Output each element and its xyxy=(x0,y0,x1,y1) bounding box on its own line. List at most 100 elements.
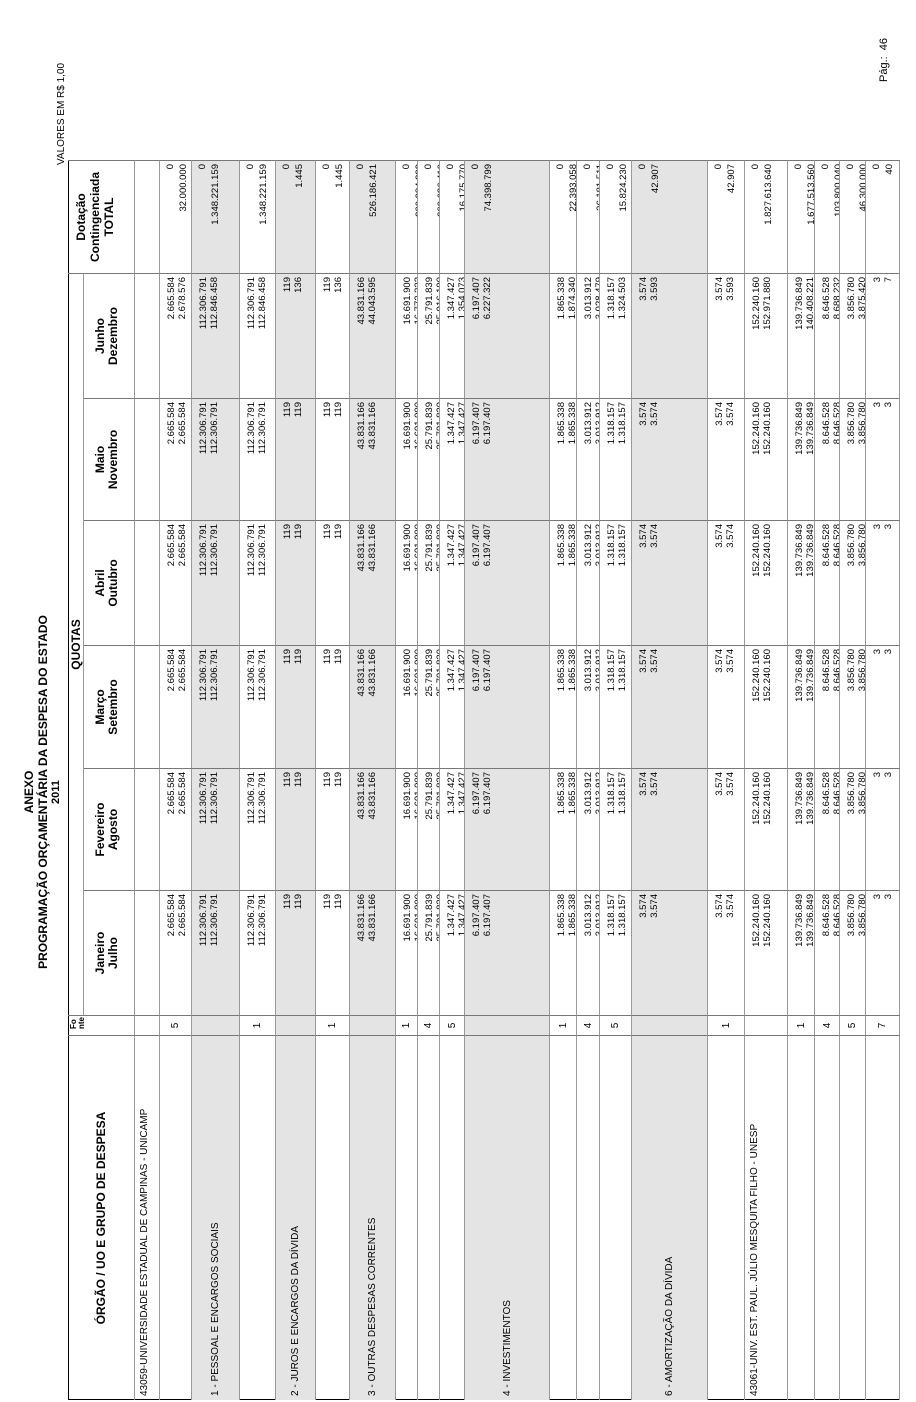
fonte-cell xyxy=(350,1015,396,1035)
quota-second: 1.347.427 xyxy=(457,649,465,692)
dotacao: 0 xyxy=(321,164,332,170)
quota-first: 3.013.912 xyxy=(583,524,594,567)
total: 42.907 xyxy=(650,164,661,194)
quota-first: 3.574 xyxy=(638,277,649,301)
quota-second: 136 xyxy=(293,277,304,293)
quota-second: 112.306.791 xyxy=(257,402,268,455)
units: VALORES EM R$ 1,00 xyxy=(56,62,67,165)
total-cell: 0 200.384.232 xyxy=(396,160,418,273)
quota-second: 119 xyxy=(293,894,304,910)
month-second: Agosto xyxy=(106,808,120,851)
quota-first: 25.791.839 xyxy=(424,277,435,325)
quota-second: 43.831.166 xyxy=(367,524,378,572)
quota-second: 3.593 xyxy=(725,277,736,301)
month-second: Dezembro xyxy=(106,307,120,366)
total: 32.000.000 xyxy=(178,164,189,212)
quota-first: 112.306.791 xyxy=(246,772,257,825)
quota-first: 16.691.900 xyxy=(402,402,413,450)
quota-cell xyxy=(135,645,160,768)
quota-cell: 112.306.791 112.846.458 xyxy=(192,273,240,398)
quota-cell: 6.197.407 6.197.407 xyxy=(465,398,550,520)
row-label-cell: 1 - PESSOAL E ENCARGOS SOCIAIS xyxy=(192,1035,240,1400)
org-header: ÓRGÃO / UO E GRUPO DE DESPESA xyxy=(68,1035,135,1400)
quota-second: 6.197.407 xyxy=(482,524,493,567)
quota-second: 3.574 xyxy=(649,649,660,673)
quota-cell: 152.240.160 152.240.160 xyxy=(745,398,788,520)
quota-first: 3 xyxy=(872,649,883,655)
quota-second: 8.646.528 xyxy=(832,524,840,567)
row-label-cell xyxy=(815,1035,840,1400)
quota-cell: 25.791.839 25.791.839 xyxy=(418,398,440,520)
quota-first: 3.574 xyxy=(638,524,649,548)
quota-cell: 3.574 3.574 xyxy=(632,645,708,768)
quota-second: 139.736.849 xyxy=(805,894,815,947)
quota-first: 43.831.166 xyxy=(356,649,367,697)
quota-cell: 3.856.780 3.856.780 xyxy=(840,645,866,768)
quota-second: 119 xyxy=(333,894,344,910)
dotacao: 0 xyxy=(423,164,434,170)
quota-cell: 3.574 3.574 xyxy=(708,398,745,520)
quota-cell xyxy=(135,520,160,645)
quota-cell: 139.736.849 139.736.849 xyxy=(788,768,815,890)
total: 1.445 xyxy=(334,164,345,188)
fonte-cell: 5 xyxy=(440,1015,465,1035)
quota-second: 44.043.595 xyxy=(367,277,378,325)
quota-cell xyxy=(135,890,160,1015)
quota-second: 152.240.160 xyxy=(762,772,773,825)
quota-second: 1.354.073 xyxy=(457,277,465,320)
org-label: 43059-UNIVERSIDADE ESTADUAL DE CAMPINAS … xyxy=(139,1108,150,1396)
dotacao: 0 xyxy=(445,164,456,170)
row-label-cell xyxy=(240,1035,276,1400)
quota-first: 119 xyxy=(282,524,293,540)
quota-second: 1.318.157 xyxy=(617,772,628,815)
quota-cell: 3.574 3.593 xyxy=(632,273,708,398)
quota-second: 1.865.338 xyxy=(567,649,577,692)
quota-cell: 3.574 3.574 xyxy=(632,398,708,520)
quota-cell: 1.347.427 1.347.427 xyxy=(440,890,465,1015)
quota-first: 119 xyxy=(322,277,333,293)
page-value: 46 xyxy=(878,37,890,51)
quota-first: 1.318.157 xyxy=(606,277,617,320)
total-cell: 0 15.824.230 xyxy=(600,160,632,273)
quota-first: 139.736.849 xyxy=(794,402,805,455)
fonte: 4 xyxy=(821,1022,833,1029)
quota-first: 1.318.157 xyxy=(606,524,617,567)
total-cell: 0 1.677.513.560 xyxy=(788,160,815,273)
quota-first: 3 xyxy=(872,277,883,283)
quota-first: 112.306.791 xyxy=(198,894,209,947)
quota-second: 1.874.340 xyxy=(567,277,577,320)
quota-first: 1.347.427 xyxy=(446,894,457,937)
quota-second: 3.856.780 xyxy=(857,649,866,692)
quota-second: 3.856.780 xyxy=(857,772,866,815)
quota-cell: 152.240.160 152.240.160 xyxy=(745,520,788,645)
quota-cell: 43.831.166 43.831.166 xyxy=(350,520,396,645)
quota-cell: 3.574 3.574 xyxy=(708,890,745,1015)
fonte-cell xyxy=(192,1015,240,1035)
total: 74.398.799 xyxy=(483,164,494,212)
quota-second: 119 xyxy=(333,772,344,788)
quota-cell: 8.646.528 8.646.528 xyxy=(815,520,840,645)
quota-cell: 6.197.407 6.197.407 xyxy=(465,768,550,890)
quota-cell: 1.318.157 1.318.157 xyxy=(600,645,632,768)
quota-cell: 112.306.791 112.306.791 xyxy=(192,645,240,768)
fonte: 1 xyxy=(401,1022,412,1029)
quota-first: 1.865.338 xyxy=(556,894,567,937)
quota-second: 6.197.407 xyxy=(482,402,493,445)
quota-first: 1.318.157 xyxy=(606,649,617,692)
quota-first: 6.197.407 xyxy=(471,277,482,320)
quota-cell: 119 119 xyxy=(316,890,350,1015)
quota-cell: 2.665.584 2.665.584 xyxy=(160,398,192,520)
quota-first: 2.665.584 xyxy=(166,524,177,567)
quota-cell: 2.665.584 2.678.576 xyxy=(160,273,192,398)
quota-cell: 8.646.528 8.646.528 xyxy=(815,768,840,890)
quota-cell: 152.240.160 152.971.880 xyxy=(745,273,788,398)
quota-second: 3 xyxy=(883,894,894,900)
quota-first: 112.306.791 xyxy=(246,649,257,702)
quota-first: 6.197.407 xyxy=(471,772,482,815)
quota-first: 1.318.157 xyxy=(606,894,617,937)
total-cell: 0 526.186.421 xyxy=(350,160,396,273)
quota-cell: 16.691.900 16.691.900 xyxy=(396,645,418,768)
quota-first: 2.665.584 xyxy=(166,894,177,937)
quota-first: 3.013.912 xyxy=(583,772,594,815)
